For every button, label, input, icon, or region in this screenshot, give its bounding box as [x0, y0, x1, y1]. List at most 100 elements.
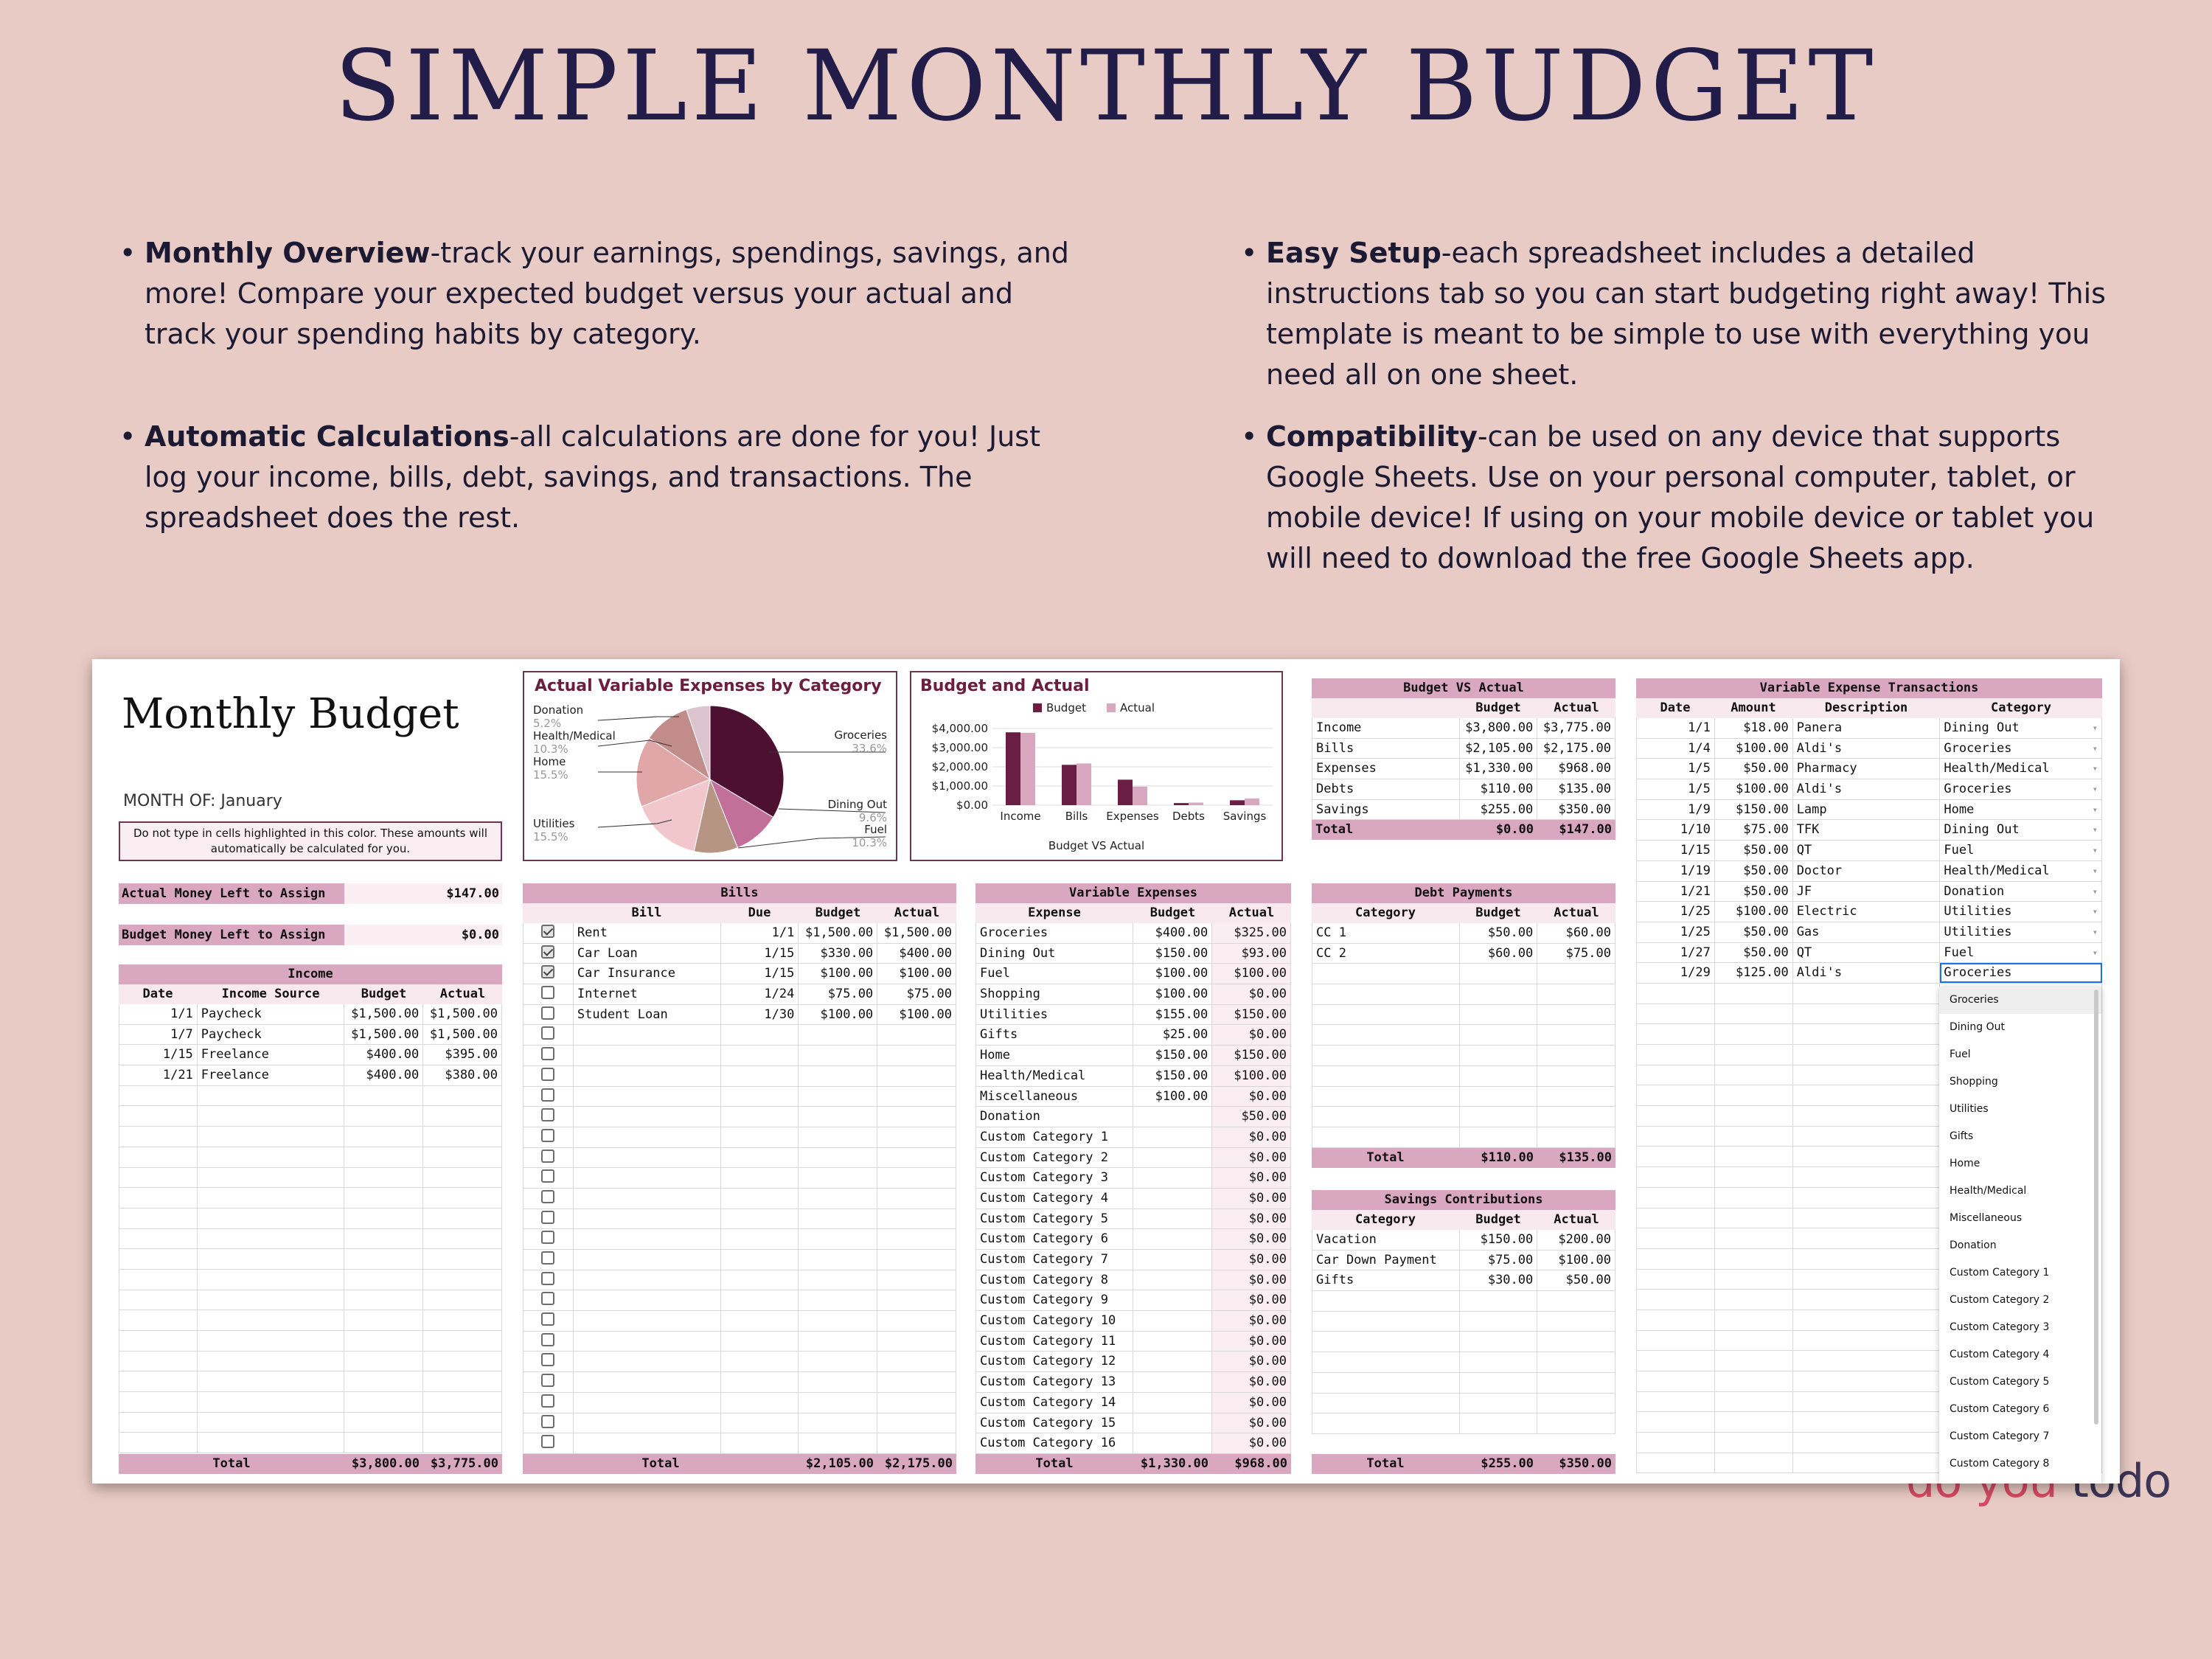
table-cell[interactable] [1537, 1352, 1615, 1372]
table-cell[interactable]: 1/15 [721, 964, 799, 984]
table-cell[interactable] [1460, 1107, 1538, 1127]
table-cell[interactable]: $1,500.00 [423, 1004, 502, 1024]
table-cell[interactable] [198, 1310, 345, 1330]
table-cell[interactable] [1537, 1086, 1615, 1107]
table-cell[interactable]: $200.00 [1537, 1230, 1615, 1250]
table-cell[interactable] [1133, 1127, 1213, 1147]
table-cell[interactable]: $100.00 [1133, 984, 1213, 1004]
category-select[interactable] [1940, 1106, 2102, 1126]
table-cell[interactable] [1312, 1352, 1460, 1372]
table-cell[interactable]: $155.00 [1133, 1004, 1213, 1025]
table-cell[interactable] [574, 1065, 721, 1086]
table-cell[interactable]: $60.00 [1537, 923, 1615, 943]
table-cell[interactable]: Groceries [976, 923, 1134, 943]
table-cell[interactable] [721, 1086, 799, 1107]
table-cell[interactable] [877, 1046, 956, 1065]
table-cell[interactable] [1637, 1330, 1715, 1351]
table-cell[interactable]: Pharmacy [1793, 759, 1941, 779]
table-cell[interactable]: Internet [574, 984, 721, 1004]
table-cell[interactable] [1637, 1248, 1715, 1269]
table-cell[interactable] [344, 1249, 424, 1269]
table-cell[interactable] [198, 1188, 345, 1208]
table-cell[interactable] [1637, 1269, 1715, 1290]
table-cell[interactable] [344, 1106, 424, 1127]
table-cell[interactable]: $75.00 [877, 984, 956, 1004]
table-cell[interactable]: Freelance [198, 1045, 345, 1065]
category-select[interactable] [1940, 1024, 2102, 1044]
table-cell[interactable] [1793, 1187, 1941, 1208]
paid-checkbox[interactable] [541, 1067, 555, 1081]
table-cell[interactable]: Miscellaneous [976, 1086, 1134, 1107]
table-cell[interactable]: Health/Medical [976, 1065, 1134, 1086]
table-cell[interactable] [799, 1331, 878, 1352]
table-cell[interactable]: Custom Category 8 [976, 1270, 1134, 1290]
table-cell[interactable] [1537, 1372, 1615, 1393]
table-cell[interactable] [799, 1208, 878, 1229]
table-cell[interactable] [198, 1167, 345, 1188]
category-select[interactable] [1940, 1228, 2102, 1248]
table-cell[interactable]: $150.00 [1460, 1230, 1538, 1250]
table-cell[interactable] [1715, 1330, 1793, 1351]
table-cell[interactable]: 1/4 [1637, 738, 1715, 759]
table-cell[interactable] [1637, 1024, 1715, 1044]
table-cell[interactable] [198, 1351, 345, 1371]
category-select[interactable] [1940, 1330, 2102, 1351]
table-cell[interactable] [119, 1392, 198, 1412]
table-cell[interactable] [1715, 1187, 1793, 1208]
table-cell[interactable]: Custom Category 14 [976, 1392, 1134, 1413]
table-cell[interactable] [344, 1412, 424, 1433]
table-cell[interactable] [1460, 1025, 1538, 1046]
table-cell[interactable] [1793, 1351, 1941, 1371]
table-cell[interactable] [1715, 1412, 1793, 1433]
chevron-down-icon[interactable]: ▾ [2092, 947, 2098, 958]
table-cell[interactable] [1133, 1208, 1213, 1229]
table-cell[interactable] [344, 1188, 424, 1208]
table-cell[interactable] [1460, 1127, 1538, 1147]
table-cell[interactable] [1715, 1248, 1793, 1269]
menu-item[interactable]: Custom Category 1 [1950, 1267, 2050, 1279]
table-cell[interactable] [1793, 1106, 1941, 1126]
table-cell[interactable] [574, 1127, 721, 1147]
table-cell[interactable] [1715, 1208, 1793, 1228]
table-cell[interactable] [423, 1228, 502, 1249]
table-cell[interactable] [119, 1433, 198, 1453]
table-cell[interactable] [1637, 1351, 1715, 1371]
table-cell[interactable] [1460, 1004, 1538, 1025]
table-cell[interactable] [1637, 1167, 1715, 1187]
table-cell[interactable] [799, 1046, 878, 1065]
table-cell[interactable] [1637, 1004, 1715, 1024]
table-cell[interactable] [1312, 1127, 1460, 1147]
table-cell[interactable] [1312, 1372, 1460, 1393]
table-cell[interactable] [1793, 1024, 1941, 1044]
table-cell[interactable]: Car Down Payment [1312, 1250, 1460, 1270]
category-select[interactable] [1940, 1147, 2102, 1167]
table-cell[interactable] [1793, 1228, 1941, 1248]
chevron-down-icon[interactable]: ▾ [2092, 926, 2098, 937]
table-cell[interactable] [344, 1167, 424, 1188]
table-cell[interactable] [1793, 1269, 1941, 1290]
table-cell[interactable] [198, 1106, 345, 1127]
category-select[interactable] [1940, 1391, 2102, 1412]
paid-checkbox[interactable] [541, 986, 555, 1000]
table-cell[interactable]: Fuel [976, 964, 1134, 984]
table-cell[interactable]: $255.00 [1460, 799, 1538, 820]
menu-item[interactable]: Custom Category 6 [1950, 1403, 2050, 1415]
menu-item[interactable]: Fuel [1950, 1048, 1971, 1060]
table-cell[interactable] [198, 1249, 345, 1269]
paid-checkbox[interactable] [541, 1108, 555, 1122]
category-select[interactable] [1940, 1208, 2102, 1228]
menu-scrollbar[interactable] [2094, 990, 2098, 1425]
table-cell[interactable] [423, 1331, 502, 1351]
table-cell[interactable]: $110.00 [1460, 779, 1538, 799]
table-cell[interactable] [344, 1290, 424, 1310]
table-cell[interactable]: 1/29 [1637, 963, 1715, 983]
table-cell[interactable] [1637, 1228, 1715, 1248]
table-cell[interactable] [344, 1331, 424, 1351]
table-cell[interactable] [1537, 1065, 1615, 1086]
chevron-down-icon[interactable]: ▾ [2092, 784, 2098, 795]
category-select[interactable]: Groceries ▾ [1940, 779, 2102, 799]
table-cell[interactable]: 1/24 [721, 984, 799, 1004]
table-cell[interactable] [721, 1147, 799, 1168]
table-cell[interactable] [119, 1167, 198, 1188]
table-cell[interactable] [1793, 1126, 1941, 1147]
